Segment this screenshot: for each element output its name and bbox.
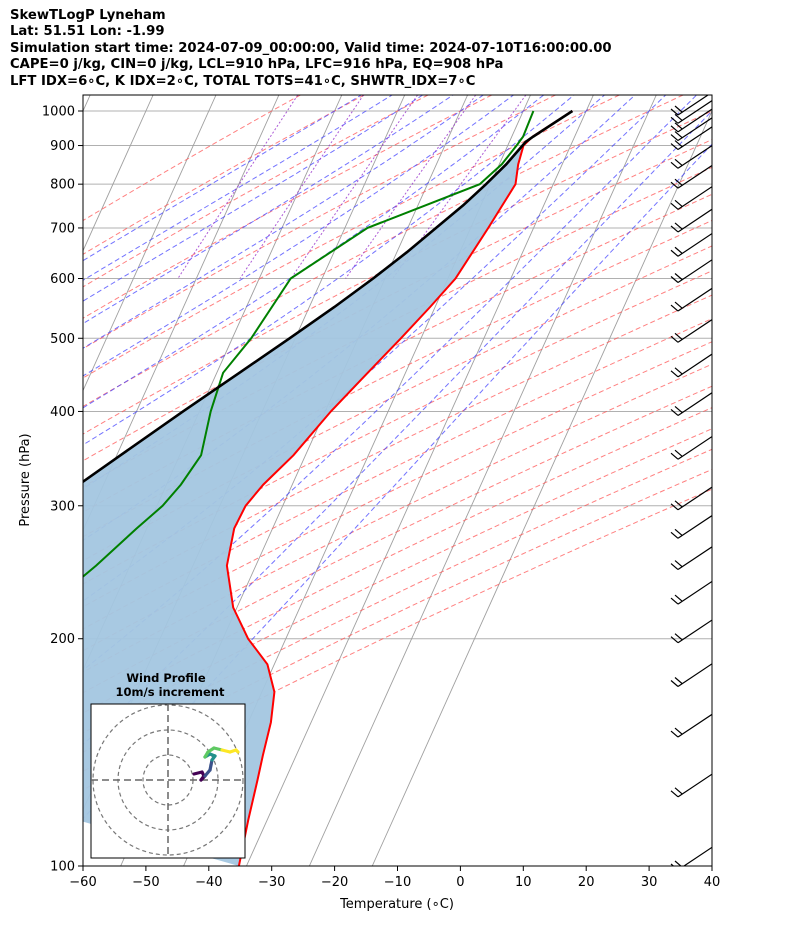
moist-adiabat <box>83 95 454 325</box>
x-tick-label: −40 <box>195 875 222 890</box>
dry-adiabat <box>83 95 620 379</box>
mixing-ratio-line <box>392 95 527 279</box>
cape-shading <box>83 111 573 866</box>
y-tick-label: 100 <box>50 860 75 875</box>
dry-adiabat <box>83 95 684 407</box>
dry-adiabat <box>83 166 712 488</box>
x-tick-label: −30 <box>258 875 285 890</box>
x-tick-label: 0 <box>456 875 464 890</box>
wind-barb <box>670 287 712 312</box>
wind-barb <box>670 99 712 124</box>
x-tick-label: 40 <box>704 875 721 890</box>
dry-adiabat <box>83 488 712 791</box>
x-tick-label: 10 <box>515 875 532 890</box>
y-tick-label: 700 <box>50 221 75 236</box>
parcel-line <box>83 109 574 484</box>
wind-barb <box>670 208 712 233</box>
chart-title: SkewTLogP Lyneham <box>10 8 166 23</box>
x-axis-title: Temperature (∘C) <box>339 897 454 912</box>
wind-barb <box>670 546 712 571</box>
inset-title: Wind Profile <box>126 671 206 685</box>
wind-barb <box>670 580 712 605</box>
y-tick-label: 500 <box>50 332 75 347</box>
wind-barb <box>670 144 712 169</box>
wind-barb <box>670 435 712 460</box>
wind-barb <box>670 232 712 257</box>
y-tick-label: 1000 <box>42 104 75 119</box>
wind-barb <box>670 392 712 416</box>
wind-barb <box>670 773 712 798</box>
wind-barb <box>670 117 712 142</box>
temperature-line <box>225 110 573 866</box>
x-tick-label: −60 <box>69 875 96 890</box>
time-line: Simulation start time: 2024-07-09_00:00:… <box>10 40 612 56</box>
x-tick-label: −50 <box>132 875 159 890</box>
dry-adiabat <box>83 407 712 714</box>
dry-adiabat <box>83 95 492 319</box>
hodograph-segment <box>234 748 240 754</box>
x-tick-label: 30 <box>641 875 658 890</box>
y-tick-label: 600 <box>50 272 75 287</box>
x-tick-label: 20 <box>578 875 595 890</box>
dry-adiabat <box>83 270 712 585</box>
wind-barb <box>670 619 712 644</box>
wind-barb <box>670 486 712 511</box>
inset-subtitle: 10m/s increment <box>116 685 225 699</box>
y-tick-label: 800 <box>50 178 75 193</box>
chart-header: SkewTLogP Lyneham Lat: 51.51 Lon: -1.99 … <box>10 8 612 90</box>
indices-line-1: CAPE=0 j/kg, CIN=0 j/kg, LCL=910 hPa, LF… <box>10 57 504 73</box>
y-axis-title: Pressure (hPa) <box>18 433 33 526</box>
dry-adiabat <box>83 448 712 753</box>
mixing-ratio-line <box>177 95 299 279</box>
mixing-ratio-line <box>239 95 364 279</box>
dry-adiabat <box>83 341 712 652</box>
location-line: Lat: 51.51 Lon: -1.99 <box>10 24 165 40</box>
isotherm-line <box>83 95 154 252</box>
moist-adiabat <box>83 95 484 349</box>
y-tick-label: 900 <box>50 139 75 154</box>
moist-adiabat <box>83 95 362 262</box>
wind-barb <box>670 353 712 378</box>
wind-barb <box>670 663 712 688</box>
wind-barb <box>670 318 712 343</box>
mixing-ratio-line <box>345 95 477 279</box>
dry-adiabat <box>83 110 712 435</box>
wind-barb <box>670 846 712 866</box>
indices-line-2: LFT IDX=6∘C, K IDX=2∘C, TOTAL TOTS=41∘C,… <box>10 73 476 89</box>
wind-barb <box>670 514 712 539</box>
y-tick-label: 200 <box>50 632 75 647</box>
wind-barb <box>670 108 712 133</box>
y-tick-label: 400 <box>50 405 75 420</box>
wind-barb <box>670 713 712 738</box>
wind-barb <box>670 126 712 151</box>
wind-barb <box>670 259 712 283</box>
isotherm-line <box>246 95 594 866</box>
y-tick-label: 300 <box>50 499 75 514</box>
dry-adiabat <box>83 363 712 673</box>
moist-adiabat <box>83 95 545 409</box>
x-tick-label: −10 <box>384 875 411 890</box>
dewpoint-line <box>83 110 535 578</box>
moist-adiabat <box>83 110 712 746</box>
moist-adiabat <box>83 95 393 281</box>
moist-adiabat <box>83 143 712 820</box>
moist-adiabat <box>83 95 514 377</box>
wind-barb <box>670 95 710 116</box>
mixing-ratio-line <box>290 95 419 279</box>
wind-barb <box>670 185 712 210</box>
isotherm-line <box>308 95 657 866</box>
x-tick-label: −20 <box>321 875 348 890</box>
isotherm-line <box>83 95 91 113</box>
isotherm-line <box>371 109 712 866</box>
isotherm-line <box>83 95 217 392</box>
wind-barb <box>670 164 712 189</box>
